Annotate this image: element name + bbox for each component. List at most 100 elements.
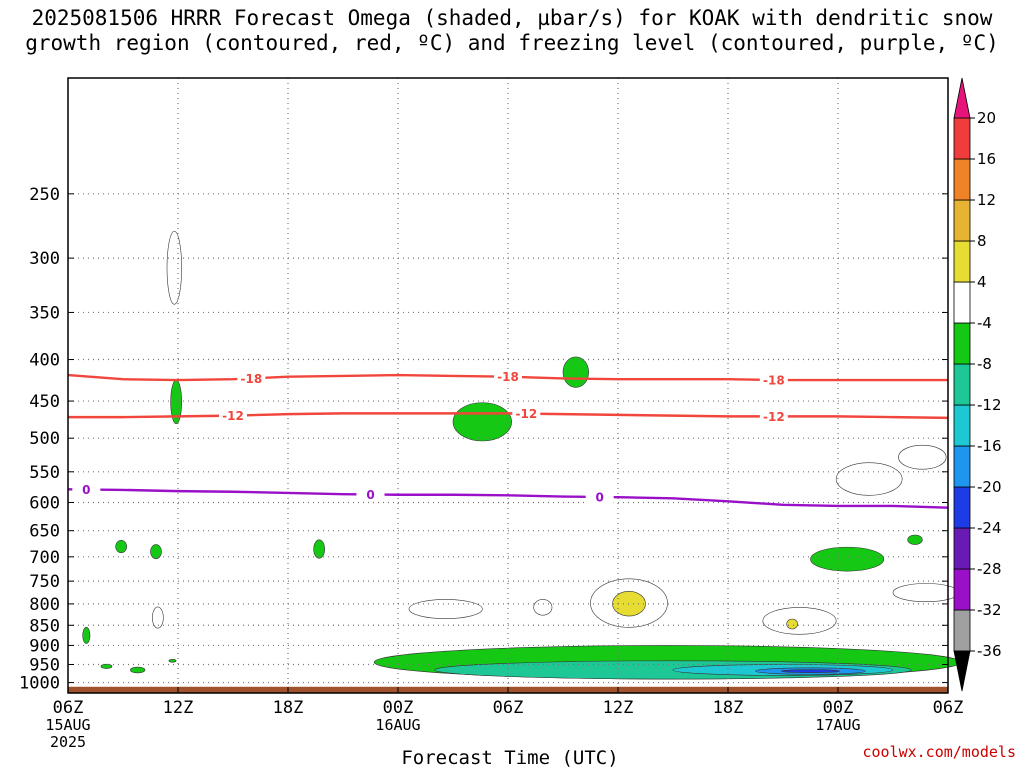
grid-lines bbox=[68, 78, 948, 693]
y-tick-label-1000: 1000 bbox=[19, 674, 60, 694]
y-tick-label-300: 300 bbox=[29, 249, 60, 269]
omega-region-2 bbox=[452, 402, 512, 442]
colorbar-bin-8 bbox=[953, 281, 971, 324]
colorbar-bin-10 bbox=[953, 199, 971, 242]
y-tick-label-750: 750 bbox=[29, 572, 60, 592]
x-date-label-0: 15AUG bbox=[45, 716, 90, 734]
contour-label-bg-1-2 bbox=[759, 409, 788, 424]
colorbar-bin-9 bbox=[953, 240, 971, 283]
y-tick-label-450: 450 bbox=[29, 392, 60, 412]
omega-region-6 bbox=[115, 540, 127, 554]
contour-label-bg-2-2 bbox=[585, 489, 614, 504]
colorbar-bin-5 bbox=[953, 404, 971, 447]
colorbar-bin-4 bbox=[953, 445, 971, 488]
colorbar-label-3: -24 bbox=[977, 519, 1002, 537]
y-tick-label-350: 350 bbox=[29, 303, 60, 323]
colorbar-label-10: 8 bbox=[977, 232, 987, 250]
omega-region-11 bbox=[408, 599, 483, 619]
contour-lines: -18 -18 -18 -12 -12 -12 0 0 0 bbox=[67, 369, 949, 509]
omega-region-5 bbox=[898, 444, 947, 470]
contour-label-2-0: 0 bbox=[82, 483, 90, 497]
contour-label-bg-0-2 bbox=[759, 372, 788, 387]
omega-region-19 bbox=[82, 627, 91, 644]
contour-label-1-0: -12 bbox=[222, 409, 244, 423]
colorbar-label-1: -32 bbox=[977, 601, 1002, 619]
omega-region-14 bbox=[612, 591, 646, 617]
x-axis-label: Forecast Time (UTC) bbox=[401, 747, 618, 768]
x-tick-label-0: 06Z bbox=[53, 698, 84, 718]
omega-region-4 bbox=[835, 462, 903, 496]
y-tick-label-700: 700 bbox=[29, 548, 60, 568]
y-tick-label-250: 250 bbox=[29, 185, 60, 205]
y-tick-label-800: 800 bbox=[29, 595, 60, 615]
chart-title-line2: growth region (contoured, red, ºC) and f… bbox=[25, 31, 999, 55]
omega-region-27 bbox=[780, 669, 841, 673]
colorbar-label-13: 20 bbox=[977, 109, 996, 127]
omega-region-22 bbox=[168, 658, 177, 663]
colorbar-bin-12 bbox=[953, 117, 971, 160]
contour-line-2 bbox=[67, 488, 949, 509]
x-date-label-7: 17AUG bbox=[815, 716, 860, 734]
omega-region-12 bbox=[533, 599, 553, 616]
y-tick-label-500: 500 bbox=[29, 429, 60, 449]
colorbar-bin-6 bbox=[953, 363, 971, 406]
contour-label-bg-0-0 bbox=[237, 371, 266, 386]
colorbar-bin-1 bbox=[953, 568, 971, 611]
colorbar-label-9: 4 bbox=[977, 273, 987, 291]
colorbar-bottom-arrow bbox=[953, 650, 971, 692]
colorbar-label-11: 12 bbox=[977, 191, 996, 209]
contour-label-0-2: -18 bbox=[763, 373, 785, 387]
x-tick-label-1: 12Z bbox=[163, 698, 194, 718]
omega-region-10 bbox=[907, 534, 923, 545]
x-tick-label-6: 18Z bbox=[713, 698, 744, 718]
x-tick-label-7: 00Z bbox=[823, 698, 854, 718]
colorbar-bin-7 bbox=[953, 322, 971, 365]
colorbar-label-0: -36 bbox=[977, 642, 1002, 660]
x-tick-label-8: 06Z bbox=[933, 698, 964, 718]
colorbar: -36 -32 -28 -24 -20 -16 -12 -8 -4 4 8 12 16 20 bbox=[953, 77, 1002, 692]
contour-label-0-1: -18 bbox=[497, 370, 519, 384]
contour-label-2-2: 0 bbox=[595, 490, 603, 504]
colorbar-label-7: -8 bbox=[977, 355, 992, 373]
colorbar-top-arrow bbox=[953, 77, 971, 119]
chart-title-line1: 2025081506 HRRR Forecast Omega (shaded, … bbox=[31, 6, 993, 30]
contour-label-bg-1-0 bbox=[219, 408, 247, 423]
colorbar-label-6: -12 bbox=[977, 396, 1002, 414]
x-date-label-3: 16AUG bbox=[375, 716, 420, 734]
y-tick-labels: 2503003504004505005506006507007508008509… bbox=[19, 185, 60, 694]
plot-frame bbox=[67, 77, 949, 694]
x-tick-label-5: 12Z bbox=[603, 698, 634, 718]
colorbar-label-12: 16 bbox=[977, 150, 996, 168]
x-tick-label-2: 18Z bbox=[273, 698, 304, 718]
omega-region-9 bbox=[810, 546, 885, 572]
omega-region-8 bbox=[313, 539, 325, 559]
contour-label-bg-1-1 bbox=[512, 406, 541, 421]
credit-text: coolwx.com/models bbox=[862, 743, 1016, 761]
omega-region-20 bbox=[100, 663, 113, 669]
x-tick-label-4: 06Z bbox=[493, 698, 524, 718]
contour-label-bg-2-0 bbox=[72, 482, 101, 497]
chart-title: 2025081506 HRRR Forecast Omega (shaded, … bbox=[0, 6, 1024, 56]
contour-line-1 bbox=[68, 412, 949, 420]
omega-region-15 bbox=[762, 607, 837, 635]
omega-region-3 bbox=[562, 356, 589, 388]
x-tick-label-3: 00Z bbox=[383, 698, 414, 718]
y-tick-label-950: 950 bbox=[29, 655, 60, 675]
omega-region-21 bbox=[130, 666, 146, 674]
contour-label-1-1: -12 bbox=[515, 407, 537, 421]
colorbar-bin-11 bbox=[953, 158, 971, 201]
omega-region-0 bbox=[166, 230, 182, 305]
y-tick-label-400: 400 bbox=[29, 351, 60, 371]
contour-label-2-1: 0 bbox=[366, 488, 374, 502]
colorbar-label-5: -16 bbox=[977, 437, 1002, 455]
colorbar-bin-2 bbox=[953, 527, 971, 570]
y-tick-label-650: 650 bbox=[29, 522, 60, 542]
y-tick-label-550: 550 bbox=[29, 463, 60, 483]
contour-label-1-2: -12 bbox=[763, 410, 785, 424]
omega-shading bbox=[82, 230, 962, 680]
contour-label-bg-0-1 bbox=[494, 369, 522, 384]
contour-label-bg-2-1 bbox=[356, 487, 385, 502]
omega-region-17 bbox=[892, 583, 960, 602]
y-tick-label-900: 900 bbox=[29, 636, 60, 656]
